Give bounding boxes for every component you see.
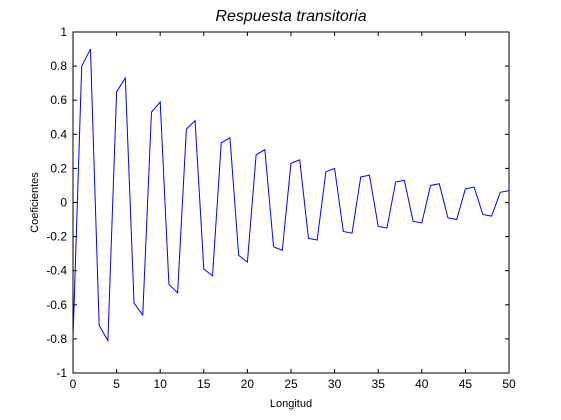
x-tick-label: 40 — [415, 377, 429, 391]
x-tick-label: 50 — [502, 377, 516, 391]
y-tick-label: -1 — [56, 366, 67, 380]
x-tick-label: 35 — [372, 377, 386, 391]
y-tick-label: -0.4 — [46, 264, 67, 278]
x-axis-ticks: 0 5 10 15 20 25 30 35 40 45 50 — [70, 32, 516, 391]
y-axis-ticks: -1 -0.8 -0.6 -0.4 -0.2 0 0.2 0.4 0.6 0.8 1 — [46, 25, 509, 380]
y-axis-label: Coeficientes — [29, 172, 41, 233]
y-tick-label: 0.8 — [50, 59, 67, 73]
x-tick-label: 10 — [154, 377, 168, 391]
x-tick-label: 0 — [70, 377, 77, 391]
plot-area — [72, 31, 510, 374]
y-tick-label: 0.6 — [50, 93, 67, 107]
x-axis-label: Longitud — [270, 398, 312, 410]
y-tick-label: -0.6 — [46, 298, 67, 312]
x-tick-label: 25 — [284, 377, 298, 391]
y-tick-label: 0.2 — [50, 161, 67, 175]
chart-title: Respuesta transitoria — [215, 8, 366, 25]
x-tick-label: 20 — [241, 377, 255, 391]
y-tick-label: 1 — [60, 25, 67, 39]
x-tick-label: 45 — [459, 377, 473, 391]
x-tick-label: 5 — [113, 377, 120, 391]
x-tick-label: 15 — [197, 377, 211, 391]
y-tick-label: -0.2 — [46, 230, 67, 244]
y-tick-label: 0.4 — [50, 127, 67, 141]
y-tick-label: -0.8 — [46, 332, 67, 346]
y-tick-label: 0 — [60, 196, 67, 210]
series-line — [72, 48, 510, 343]
x-tick-label: 30 — [328, 377, 342, 391]
